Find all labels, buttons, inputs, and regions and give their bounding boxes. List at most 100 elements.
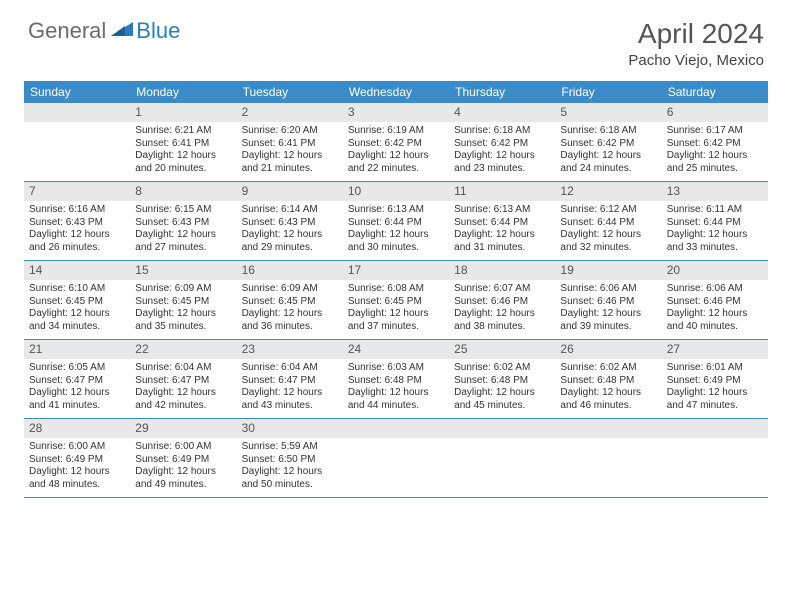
day-number: 21 bbox=[24, 340, 130, 359]
day-line: Sunrise: 6:04 AM bbox=[135, 362, 231, 375]
day-cell: 18Sunrise: 6:07 AMSunset: 6:46 PMDayligh… bbox=[449, 261, 555, 339]
day-cell bbox=[343, 419, 449, 497]
day-body: Sunrise: 6:19 AMSunset: 6:42 PMDaylight:… bbox=[343, 122, 449, 179]
day-number: 11 bbox=[449, 182, 555, 201]
day-number: 4 bbox=[449, 103, 555, 122]
logo-triangle-icon bbox=[111, 20, 133, 41]
day-line: Sunrise: 6:05 AM bbox=[29, 362, 125, 375]
week-row: 21Sunrise: 6:05 AMSunset: 6:47 PMDayligh… bbox=[24, 340, 768, 419]
day-line: Sunset: 6:46 PM bbox=[560, 296, 656, 309]
day-cell: 10Sunrise: 6:13 AMSunset: 6:44 PMDayligh… bbox=[343, 182, 449, 260]
day-number: 27 bbox=[662, 340, 768, 359]
day-line: Sunrise: 6:13 AM bbox=[454, 204, 550, 217]
day-cell: 5Sunrise: 6:18 AMSunset: 6:42 PMDaylight… bbox=[555, 103, 661, 181]
day-body: Sunrise: 6:18 AMSunset: 6:42 PMDaylight:… bbox=[555, 122, 661, 179]
day-line: and 50 minutes. bbox=[242, 479, 338, 492]
day-body: Sunrise: 6:13 AMSunset: 6:44 PMDaylight:… bbox=[449, 201, 555, 258]
day-line: Sunrise: 6:21 AM bbox=[135, 125, 231, 138]
day-line: Sunset: 6:43 PM bbox=[135, 217, 231, 230]
day-cell: 4Sunrise: 6:18 AMSunset: 6:42 PMDaylight… bbox=[449, 103, 555, 181]
day-line: Daylight: 12 hours bbox=[242, 308, 338, 321]
day-line: Daylight: 12 hours bbox=[242, 466, 338, 479]
day-cell: 28Sunrise: 6:00 AMSunset: 6:49 PMDayligh… bbox=[24, 419, 130, 497]
day-line: Sunset: 6:48 PM bbox=[560, 375, 656, 388]
day-number: 14 bbox=[24, 261, 130, 280]
day-body: Sunrise: 6:06 AMSunset: 6:46 PMDaylight:… bbox=[662, 280, 768, 337]
day-line: Sunset: 6:41 PM bbox=[135, 138, 231, 151]
logo-text-general: General bbox=[28, 18, 106, 44]
page-header: General Blue April 2024 Pacho Viejo, Mex… bbox=[0, 0, 792, 77]
day-line: and 26 minutes. bbox=[29, 242, 125, 255]
day-body bbox=[662, 438, 768, 445]
day-line: Sunset: 6:45 PM bbox=[242, 296, 338, 309]
day-line: Sunrise: 6:14 AM bbox=[242, 204, 338, 217]
day-body: Sunrise: 6:15 AMSunset: 6:43 PMDaylight:… bbox=[130, 201, 236, 258]
day-cell bbox=[555, 419, 661, 497]
day-number-empty bbox=[555, 419, 661, 438]
day-number: 23 bbox=[237, 340, 343, 359]
day-line: Sunrise: 5:59 AM bbox=[242, 441, 338, 454]
day-line: and 25 minutes. bbox=[667, 163, 763, 176]
weeks-container: 1Sunrise: 6:21 AMSunset: 6:41 PMDaylight… bbox=[24, 103, 768, 498]
day-line: Daylight: 12 hours bbox=[135, 150, 231, 163]
day-line: Sunrise: 6:07 AM bbox=[454, 283, 550, 296]
day-body: Sunrise: 6:20 AMSunset: 6:41 PMDaylight:… bbox=[237, 122, 343, 179]
day-body: Sunrise: 5:59 AMSunset: 6:50 PMDaylight:… bbox=[237, 438, 343, 495]
day-line: Daylight: 12 hours bbox=[454, 308, 550, 321]
day-line: Sunset: 6:48 PM bbox=[454, 375, 550, 388]
day-line: Daylight: 12 hours bbox=[454, 229, 550, 242]
day-line: Sunset: 6:41 PM bbox=[242, 138, 338, 151]
weekday-header-row: SundayMondayTuesdayWednesdayThursdayFrid… bbox=[24, 81, 768, 103]
day-line: Sunset: 6:44 PM bbox=[348, 217, 444, 230]
day-line: and 22 minutes. bbox=[348, 163, 444, 176]
day-line: Sunrise: 6:13 AM bbox=[348, 204, 444, 217]
day-number-empty bbox=[343, 419, 449, 438]
day-cell: 19Sunrise: 6:06 AMSunset: 6:46 PMDayligh… bbox=[555, 261, 661, 339]
day-line: Sunrise: 6:19 AM bbox=[348, 125, 444, 138]
day-line: Daylight: 12 hours bbox=[667, 150, 763, 163]
day-line: and 23 minutes. bbox=[454, 163, 550, 176]
day-cell: 15Sunrise: 6:09 AMSunset: 6:45 PMDayligh… bbox=[130, 261, 236, 339]
day-number: 18 bbox=[449, 261, 555, 280]
day-line: Sunrise: 6:17 AM bbox=[667, 125, 763, 138]
location-text: Pacho Viejo, Mexico bbox=[628, 52, 764, 69]
day-line: and 30 minutes. bbox=[348, 242, 444, 255]
day-line: Sunrise: 6:15 AM bbox=[135, 204, 231, 217]
day-line: Daylight: 12 hours bbox=[560, 308, 656, 321]
day-cell: 25Sunrise: 6:02 AMSunset: 6:48 PMDayligh… bbox=[449, 340, 555, 418]
day-cell: 1 Sunrise: 6:21 AMSunset: 6:41 PMDaylight… bbox=[130, 103, 236, 181]
day-line: and 46 minutes. bbox=[560, 400, 656, 413]
day-body bbox=[449, 438, 555, 445]
day-body: Sunrise: 6:04 AMSunset: 6:47 PMDaylight:… bbox=[130, 359, 236, 416]
month-title: April 2024 bbox=[628, 18, 764, 50]
day-number: 12 bbox=[555, 182, 661, 201]
day-line: and 47 minutes. bbox=[667, 400, 763, 413]
day-body: Sunrise: 6:00 AMSunset: 6:49 PMDaylight:… bbox=[130, 438, 236, 495]
week-row: 14Sunrise: 6:10 AMSunset: 6:45 PMDayligh… bbox=[24, 261, 768, 340]
day-line: Sunrise: 6:09 AM bbox=[242, 283, 338, 296]
day-line: and 45 minutes. bbox=[454, 400, 550, 413]
day-line: Sunrise: 6:06 AM bbox=[667, 283, 763, 296]
day-cell: 17Sunrise: 6:08 AMSunset: 6:45 PMDayligh… bbox=[343, 261, 449, 339]
day-cell: 22Sunrise: 6:04 AMSunset: 6:47 PMDayligh… bbox=[130, 340, 236, 418]
weekday-header: Tuesday bbox=[237, 81, 343, 103]
day-line: Daylight: 12 hours bbox=[560, 229, 656, 242]
day-number: 29 bbox=[130, 419, 236, 438]
day-line: Sunset: 6:44 PM bbox=[454, 217, 550, 230]
day-line: Sunset: 6:42 PM bbox=[454, 138, 550, 151]
day-line: Sunrise: 6:10 AM bbox=[29, 283, 125, 296]
week-row: 7Sunrise: 6:16 AMSunset: 6:43 PMDaylight… bbox=[24, 182, 768, 261]
day-line: Sunrise: 6:03 AM bbox=[348, 362, 444, 375]
day-line: Sunset: 6:46 PM bbox=[667, 296, 763, 309]
day-number: 1 bbox=[130, 103, 236, 122]
day-cell bbox=[24, 103, 130, 181]
day-line: Sunset: 6:43 PM bbox=[29, 217, 125, 230]
day-line: Sunset: 6:42 PM bbox=[667, 138, 763, 151]
day-line: and 35 minutes. bbox=[135, 321, 231, 334]
day-number: 9 bbox=[237, 182, 343, 201]
day-number-empty bbox=[662, 419, 768, 438]
day-body: Sunrise: 6:07 AMSunset: 6:46 PMDaylight:… bbox=[449, 280, 555, 337]
day-line: Daylight: 12 hours bbox=[29, 466, 125, 479]
day-line: Sunrise: 6:00 AM bbox=[135, 441, 231, 454]
weekday-header: Saturday bbox=[662, 81, 768, 103]
